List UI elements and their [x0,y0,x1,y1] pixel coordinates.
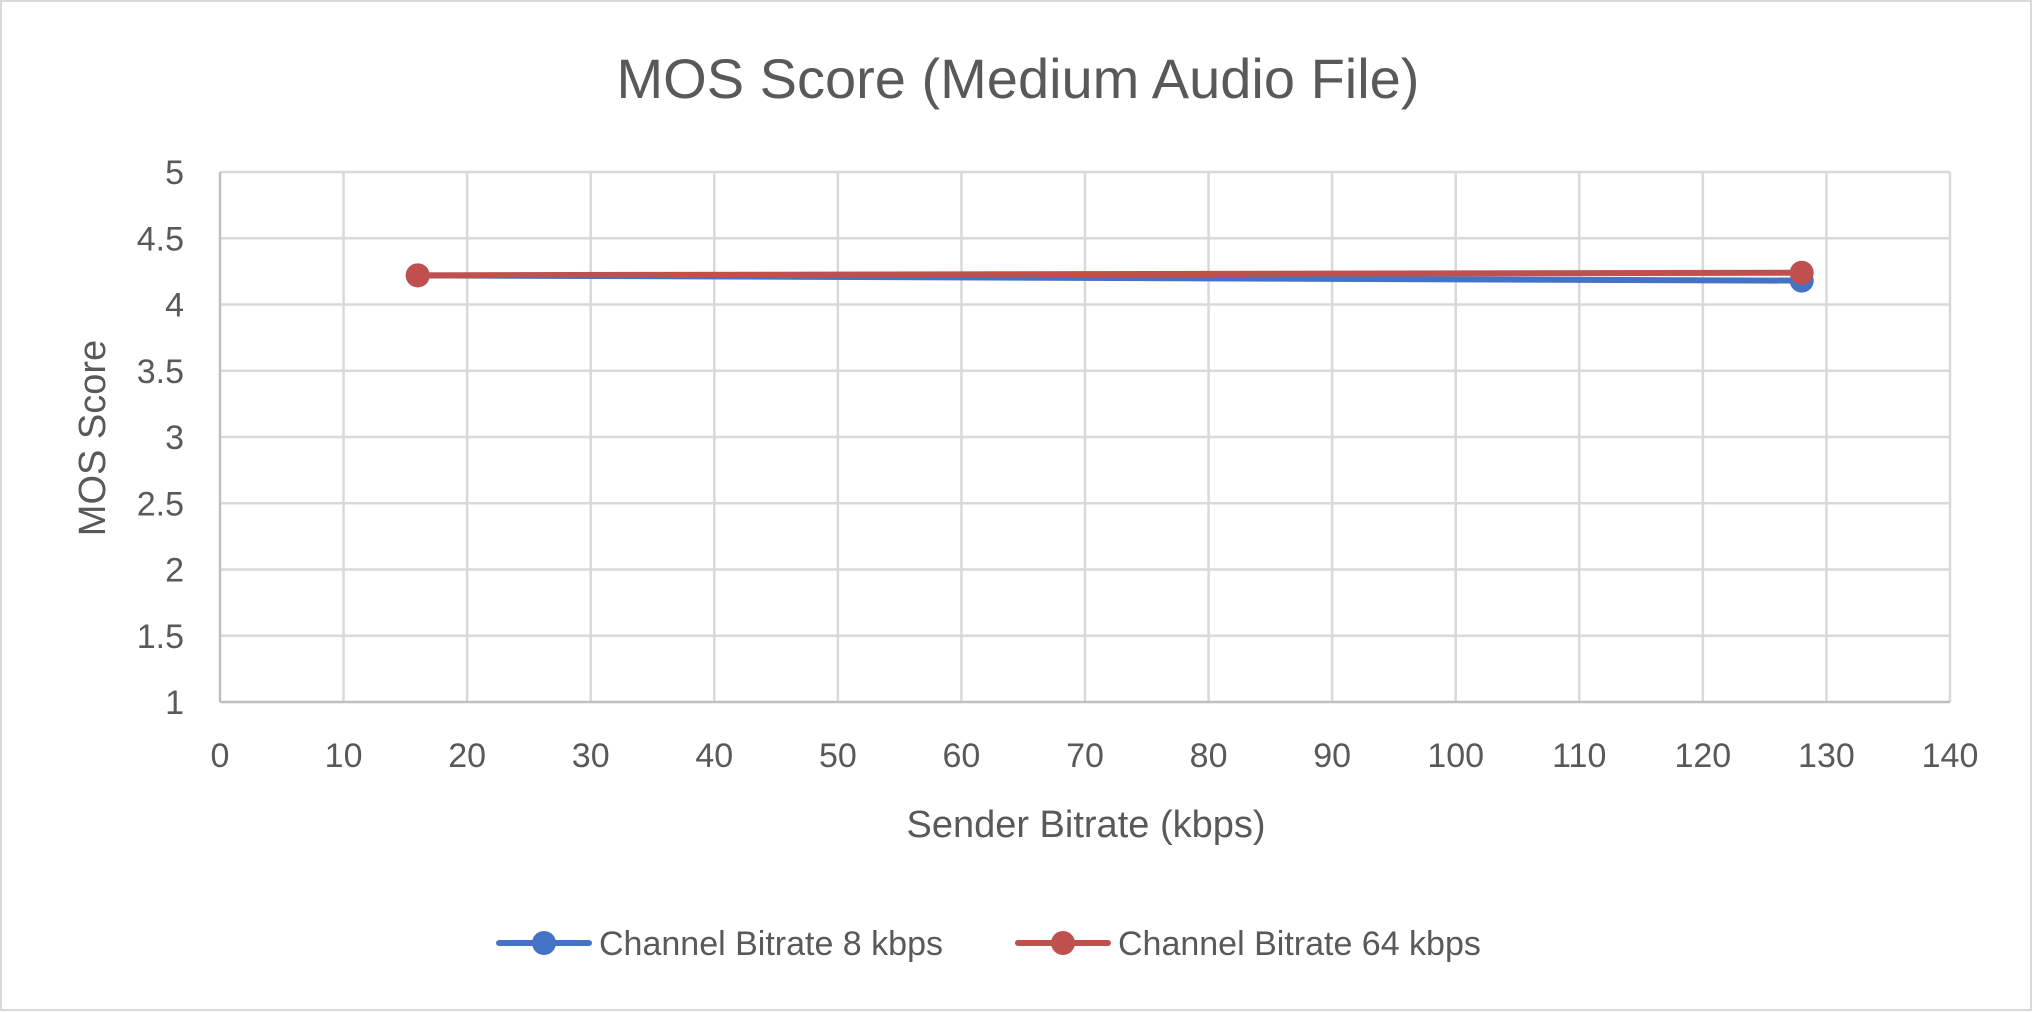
x-tick-label: 140 [1922,737,1979,775]
y-axis-ticks: 1 1.5 2 2.5 3 3.5 4 4.5 5 [137,154,184,722]
x-tick-label: 100 [1427,737,1484,775]
series-line [414,269,1805,279]
x-tick-label: 40 [695,737,733,775]
x-tick-label: 0 [211,737,230,775]
chart-title: MOS Score (Medium Audio File) [617,47,1420,110]
series-1 [405,263,1814,293]
legend-label: Channel Bitrate 8 kbps [599,925,943,963]
y-tick-label: 4.5 [137,220,184,258]
y-tick-label: 1 [165,684,184,722]
legend-item-1: Channel Bitrate 8 kbps [496,925,943,963]
x-tick-label: 110 [1552,737,1606,775]
axes [218,172,1950,704]
data-point [1789,260,1814,285]
x-tick-label: 50 [819,737,857,775]
x-tick-label: 70 [1066,737,1104,775]
x-tick-label: 130 [1798,737,1855,775]
gridlines [220,170,1952,702]
x-axis-ticks: 0 10 20 30 40 50 60 70 80 90 100 110 120 130 140 [211,737,1979,775]
y-tick-label: 3.5 [137,353,184,391]
x-tick-label: 10 [325,737,363,775]
y-tick-label: 2 [165,552,184,590]
legend: Channel Bitrate 8 kbps Channel Bitrate 64… [496,925,1481,963]
series-2 [405,260,1814,288]
legend-item-2: Channel Bitrate 64 kbps [1014,925,1481,963]
x-axis-title: Sender Bitrate (kbps) [906,804,1265,846]
y-tick-label: 1.5 [137,618,184,656]
y-axis-title: MOS Score [72,340,114,536]
x-tick-label: 120 [1674,737,1731,775]
x-tick-label: 90 [1313,737,1351,775]
legend-marker-swatch [1050,931,1075,955]
data-series [405,260,1814,293]
x-tick-label: 30 [572,737,610,775]
legend-label: Channel Bitrate 64 kbps [1118,925,1481,963]
legend-marker-swatch [532,931,556,955]
x-tick-label: 20 [448,737,486,775]
y-tick-label: 5 [165,154,184,192]
y-tick-label: 4 [165,287,184,325]
data-point [405,263,430,288]
x-tick-label: 80 [1190,737,1228,775]
x-tick-label: 60 [943,737,981,775]
y-tick-label: 3 [165,419,184,457]
y-tick-label: 2.5 [137,485,184,523]
